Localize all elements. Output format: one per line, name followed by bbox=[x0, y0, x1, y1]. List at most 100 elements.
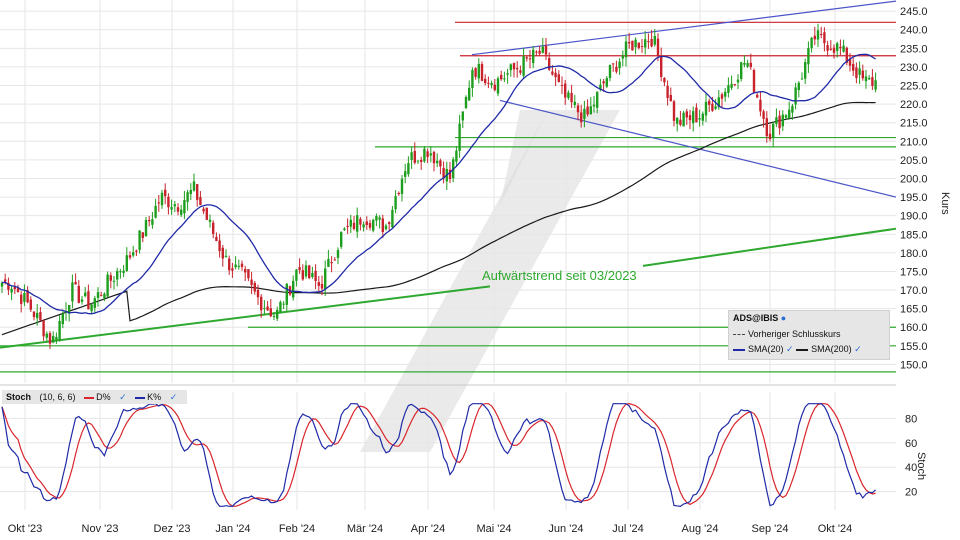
candle-body bbox=[138, 230, 141, 250]
candle-body bbox=[276, 309, 279, 319]
candle-body bbox=[90, 304, 93, 312]
legend-title: ADS@IBIS bbox=[733, 313, 779, 323]
stoch-axis-label: Stoch bbox=[915, 452, 927, 480]
uptrend-line bbox=[0, 285, 491, 349]
candle-body bbox=[682, 112, 685, 127]
candle-body bbox=[157, 202, 160, 204]
candle-body bbox=[125, 255, 128, 271]
price-tick-label: 155.0 bbox=[900, 341, 928, 353]
candle-body bbox=[10, 288, 13, 293]
candle-body bbox=[602, 81, 605, 84]
candle-body bbox=[756, 94, 759, 98]
candle-body bbox=[410, 152, 413, 160]
sma200-line bbox=[1, 101, 876, 336]
check-icon[interactable]: ✓ bbox=[119, 392, 127, 402]
candle-body bbox=[212, 222, 215, 234]
candle-body bbox=[132, 252, 135, 256]
channel-upper bbox=[471, 0, 897, 56]
candle-body bbox=[656, 38, 660, 57]
candle-body bbox=[141, 232, 144, 238]
candle-body bbox=[340, 232, 343, 247]
candle-body bbox=[122, 270, 125, 274]
candle-body bbox=[388, 222, 391, 224]
candle-body bbox=[560, 84, 564, 86]
candle-body bbox=[119, 271, 122, 273]
time-axis: Okt '23 Nov '23 Dez '23 Jan '24 Feb '24 Mär '… bbox=[8, 523, 853, 535]
price-tick-label: 235.0 bbox=[900, 43, 928, 55]
stoch-k-line bbox=[1, 403, 877, 507]
settings-icon[interactable]: ● bbox=[780, 313, 787, 323]
candle-body bbox=[647, 40, 650, 43]
candle-body bbox=[224, 255, 228, 258]
candle-body bbox=[221, 247, 224, 259]
candle-body bbox=[650, 38, 653, 47]
candle-body bbox=[548, 58, 551, 70]
channel-lower bbox=[499, 99, 897, 198]
candle-body bbox=[708, 100, 711, 105]
stoch-lines bbox=[1, 403, 877, 507]
candle-body bbox=[365, 221, 368, 226]
candle-body bbox=[128, 255, 132, 258]
candle-body bbox=[55, 336, 58, 340]
candle-body bbox=[336, 249, 340, 258]
candle-body bbox=[87, 291, 90, 310]
check-icon[interactable]: ✓ bbox=[169, 392, 178, 402]
check-icon[interactable]: ✓ bbox=[786, 344, 794, 354]
candle-body bbox=[704, 101, 708, 116]
candle-body bbox=[730, 83, 733, 88]
stoch-tick-label: 60 bbox=[905, 438, 917, 450]
candle-body bbox=[311, 272, 314, 277]
candle-body bbox=[397, 192, 400, 195]
candle-body bbox=[346, 225, 349, 227]
candle-body bbox=[544, 45, 548, 55]
candle-body bbox=[864, 76, 868, 82]
candle-body bbox=[160, 192, 164, 206]
candle-body bbox=[42, 320, 45, 337]
candle-body bbox=[820, 33, 823, 35]
stoch-axis: 20 40 60 80 bbox=[905, 413, 917, 498]
stoch-k-label: K% bbox=[147, 392, 162, 402]
legend-swatch-sma200 bbox=[796, 348, 809, 351]
candle-body bbox=[573, 101, 576, 105]
candle-body bbox=[746, 62, 749, 67]
candle-body bbox=[586, 106, 589, 115]
legend: ADS@IBIS ● Vorheriger Schlusskurs SMA(20… bbox=[728, 310, 890, 360]
watermark-logo bbox=[360, 110, 620, 452]
candle-body bbox=[400, 178, 404, 195]
candle-body bbox=[592, 104, 596, 107]
price-axis-label: Kurs bbox=[939, 192, 951, 215]
candle-body bbox=[836, 43, 839, 51]
time-tick-label: Feb '24 bbox=[279, 523, 315, 535]
candle-body bbox=[352, 222, 356, 229]
candle-body bbox=[240, 263, 244, 268]
candle-body bbox=[852, 63, 855, 71]
candle-body bbox=[295, 269, 298, 281]
candle-body bbox=[292, 280, 295, 298]
candle-body bbox=[832, 47, 836, 53]
candle-body bbox=[736, 79, 740, 83]
candle-body bbox=[199, 197, 202, 206]
candle-body bbox=[692, 111, 695, 124]
candle-body bbox=[628, 42, 631, 44]
candle-body bbox=[576, 105, 580, 113]
candle-body bbox=[823, 32, 826, 44]
candles bbox=[0, 23, 877, 350]
candle-body bbox=[317, 282, 320, 286]
candle-body bbox=[218, 240, 221, 252]
candle-body bbox=[535, 51, 538, 53]
candle-body bbox=[784, 115, 788, 118]
candle-body bbox=[455, 150, 458, 162]
time-tick-label: Jul '24 bbox=[612, 523, 643, 535]
candle-body bbox=[487, 82, 490, 84]
candle-body bbox=[7, 282, 10, 290]
candle-body bbox=[362, 224, 365, 228]
candle-body bbox=[23, 293, 26, 303]
candle-body bbox=[231, 268, 234, 271]
price-tick-label: 175.0 bbox=[900, 266, 928, 278]
candle-body bbox=[263, 307, 266, 309]
check-icon[interactable]: ✓ bbox=[854, 344, 862, 354]
watermark-shape bbox=[500, 110, 548, 205]
candle-body bbox=[250, 279, 253, 285]
stoch-tick-label: 20 bbox=[905, 487, 917, 499]
